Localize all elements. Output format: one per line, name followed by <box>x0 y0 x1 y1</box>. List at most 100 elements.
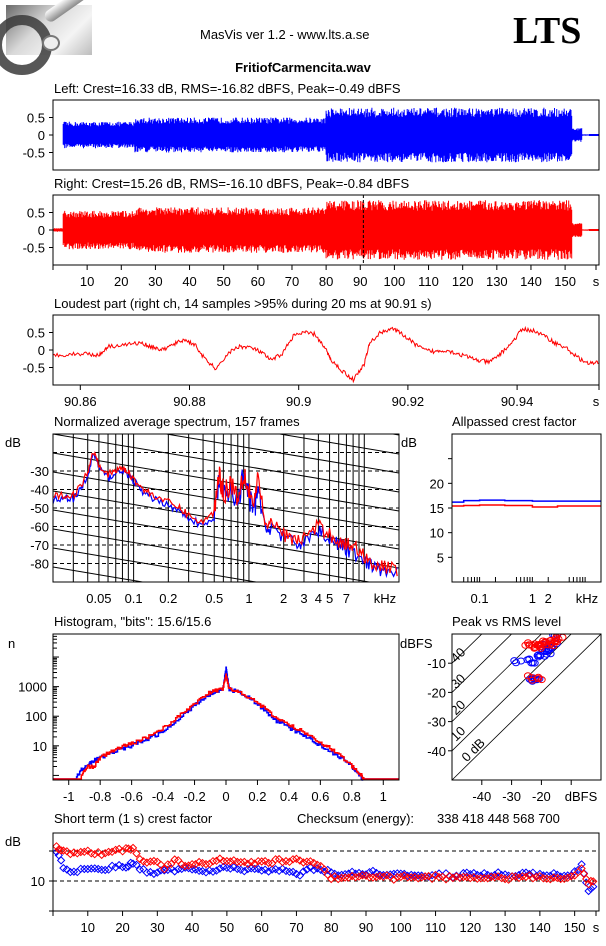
allpassed-series-right <box>452 504 601 508</box>
short-crest-point-left <box>111 863 120 872</box>
short-crest-point-right <box>212 856 221 866</box>
short-crest-point-right <box>83 846 93 855</box>
short-crest-point-left <box>295 871 305 880</box>
short-crest-point-right <box>208 856 218 866</box>
short-crest-point-right <box>156 860 166 869</box>
short-crest-point-right <box>333 874 343 884</box>
short-crest-point-left <box>469 868 479 878</box>
short-crest-point-right <box>351 872 360 882</box>
short-crest-point-left <box>257 866 266 875</box>
short-crest-point-right <box>417 873 426 882</box>
short-crest-point-right <box>528 874 538 883</box>
short-crest-point-right <box>271 855 280 864</box>
histogram-frame <box>52 633 400 781</box>
short-crest-point-left <box>142 868 152 877</box>
short-crest-point-right <box>344 873 353 882</box>
short-crest-point-right <box>539 874 548 883</box>
short-crest-point-left <box>156 866 166 875</box>
short-crest-point-left <box>76 864 86 874</box>
right-waveform-ytick-label: 0 <box>38 223 45 238</box>
peak-rms-xtick-label: dBFS <box>565 789 598 804</box>
left-waveform-ytick-label: 0 <box>38 128 45 143</box>
short-term-crest-frame <box>52 832 600 912</box>
short-crest-xtick-label: 110 <box>425 920 446 935</box>
short-crest-point-right <box>358 871 367 880</box>
short-crest-point-left <box>375 870 385 879</box>
right-waveform-frame <box>52 194 600 266</box>
short-crest-point-right <box>253 856 263 866</box>
spectrum-slope-line <box>53 509 399 569</box>
app-title: MasVis ver 1.2 - www.lts.a.se <box>200 27 370 42</box>
spectrum-xtick-label: 3 <box>300 591 307 606</box>
short-crest-point-left <box>302 865 312 874</box>
short-crest-point-right <box>431 870 440 880</box>
allpassed-frame <box>451 433 602 583</box>
peak-rms-point-left <box>512 659 520 667</box>
histogram-xtick-label: 0.2 <box>248 789 266 804</box>
short-crest-xtick-label: 80 <box>324 920 338 935</box>
peak-rms-xtick-label: -40 <box>472 789 491 804</box>
short-crest-point-right <box>393 872 402 882</box>
allpassed-ytick-label: 5 <box>437 550 444 565</box>
short-crest-point-left <box>149 869 159 879</box>
spectrum-title: Normalized average spectrum, 157 frames <box>54 414 300 429</box>
short-crest-xtick-label: 50 <box>220 920 234 935</box>
short-crest-point-right <box>285 857 294 867</box>
short-crest-point-right <box>299 858 308 867</box>
short-crest-point-right <box>330 872 339 881</box>
short-crest-point-right <box>448 873 458 883</box>
crest-reference-label: 0 dB <box>458 735 488 765</box>
short-crest-point-left <box>194 866 204 876</box>
short-crest-point-left <box>264 867 273 876</box>
peak-rms-point-left <box>510 657 519 665</box>
short-crest-point-left <box>236 865 246 875</box>
right-waveform-xtick-label: 60 <box>251 274 265 289</box>
spectrum-xtick-label: 7 <box>343 591 350 606</box>
loudest-part-xtick-label: 90.9 <box>286 394 311 409</box>
short-crest-point-left <box>126 858 135 868</box>
short-crest-point-left <box>299 867 308 876</box>
short-crest-point-right <box>413 874 423 883</box>
short-crest-point-left <box>212 866 221 875</box>
short-crest-point-left <box>573 865 583 875</box>
spectrum-series-right <box>53 450 398 577</box>
short-crest-point-right <box>295 856 305 865</box>
short-crest-point-left <box>107 861 117 871</box>
spectrum-plot: -30 -40 -50 -60 -70 -80 0.05 0.1 0.2 0.5 1 2 3 4 5 7 kHz <box>30 434 399 606</box>
peak-vs-rms-plot: 40 30 20 100 dB -10 -20 -30 -40 -40 -30 -20 dBFS <box>427 634 601 804</box>
spectrum-xtick-label: 4 <box>315 591 322 606</box>
short-crest-point-left <box>229 862 239 872</box>
peak-rms-ytick-label: -30 <box>427 715 446 730</box>
allpassed-xtick-label: kHz <box>576 591 598 606</box>
file-name: FritiofCarmencita.wav <box>235 60 371 75</box>
right-waveform-xtick-label: 150 <box>554 274 576 289</box>
left-waveform-ytick-label: 0.5 <box>27 111 45 126</box>
right-waveform-xtick-label: 80 <box>319 274 333 289</box>
spectrum-slope-line <box>53 471 399 531</box>
short-crest-point-right <box>302 857 312 866</box>
loudest-part-ytick-label: 0.5 <box>27 326 45 341</box>
short-crest-point-left <box>66 867 75 877</box>
histogram-ytick-label: 10 <box>33 739 47 754</box>
histogram-xtick-label: -0.2 <box>183 789 205 804</box>
short-crest-point-right <box>434 872 444 882</box>
peak-rms-point-right <box>536 644 545 652</box>
short-crest-point-right <box>424 871 433 881</box>
short-crest-point-left <box>584 886 593 896</box>
short-crest-point-right <box>563 873 572 883</box>
left-waveform-signal <box>62 107 590 163</box>
short-crest-point-right <box>396 872 406 882</box>
left-waveform-title: Left: Crest=16.33 dB, RMS=-16.82 dBFS, P… <box>54 81 401 96</box>
short-crest-point-right <box>73 849 82 858</box>
allpassed-xtick-label: 2 <box>545 591 552 606</box>
spectrum-ytick-label: -30 <box>30 464 49 479</box>
short-crest-point-right <box>368 873 378 882</box>
short-crest-xtick-label: 120 <box>459 920 481 935</box>
short-crest-xtick-label: 10 <box>81 920 95 935</box>
short-crest-point-left <box>226 864 235 873</box>
right-waveform-xtick-label: 40 <box>182 274 196 289</box>
right-waveform-plot: 0.5 0 -0.5 10 20 30 40 50 60 70 80 90 100 110 120 130 14… <box>23 195 600 289</box>
right-waveform-xtick-label: s <box>593 274 600 289</box>
short-crest-point-right <box>54 845 64 854</box>
